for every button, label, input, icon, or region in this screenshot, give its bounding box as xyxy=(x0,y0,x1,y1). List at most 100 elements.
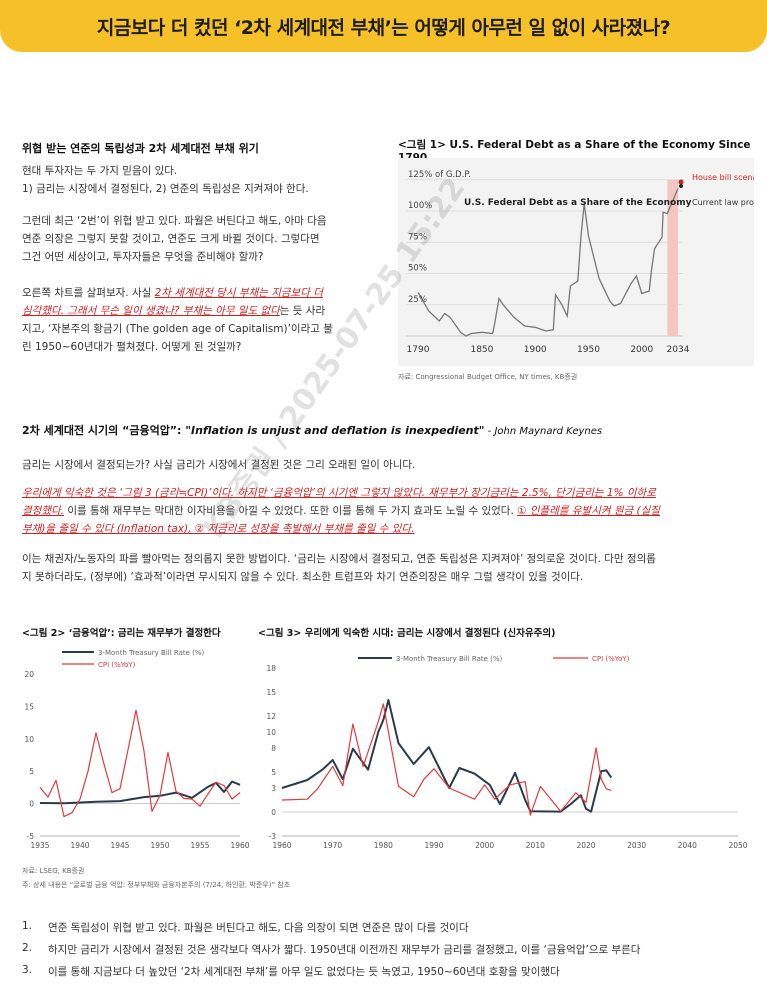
x-tick-label: 2030 xyxy=(627,841,646,850)
section2-title-text: 2차 세계대전 시기의 “금융억압”: xyxy=(22,424,186,437)
annotation-current-law: Current law projection xyxy=(692,198,754,207)
x-tick-label: 1935 xyxy=(30,841,49,850)
house-bill-marker xyxy=(678,179,684,185)
highlight-text: 심각했다. 그래서 무슨 일이 생겼나? 부채는 아무 일도 없다 xyxy=(22,305,280,317)
text-line: 결정했다. 이를 통해 재무부는 막대한 이자비용을 아낄 수 있었다. 또한 … xyxy=(22,502,747,520)
paragraph-financial-repression: 우리에게 익숙한 것은 ‘그림 3 (금리≒CPI)’이다. 하지만 ‘금융억압… xyxy=(22,484,747,538)
y-tick-label: -5 xyxy=(27,832,35,841)
list-item: 2. 하지만 금리가 시장에서 결정된 것은 생각보다 역사가 짧다. 1950년… xyxy=(22,942,742,964)
y-tick-label: 3 xyxy=(271,784,276,793)
title-banner: 지금보다 더 컸던 ‘2차 세계대전 부채’는 어떻게 아무런 일 없이 사라졌… xyxy=(0,0,767,52)
list-number: 2. xyxy=(22,942,33,954)
text-line: 이는 채권자/노동자의 파를 빨아먹는 정의롭지 못한 방법이다. ‘금리는 시… xyxy=(22,553,656,565)
list-item: 3. 이를 통해 지금보다 더 높았던 ‘2차 세계대전 부채’를 아무 일도 없… xyxy=(22,964,742,986)
text-span: 는 듯 사라 xyxy=(279,305,326,317)
paragraph-injustice: 이는 채권자/노동자의 파를 빨아먹는 정의롭지 못한 방법이다. ‘금리는 시… xyxy=(22,550,752,586)
current-law-marker xyxy=(679,184,683,188)
text-line: 그런데 최근 ‘2번’이 위협 받고 있다. 파월은 버틴다고 해도, 아마 다… xyxy=(22,215,327,227)
legend-tbill-label: 3-Month Treasury Bill Rate (%) xyxy=(396,655,503,663)
text-line: 린 1950~60년대가 펼쳐졌다. 어떻게 된 것일까? xyxy=(22,341,242,353)
section-title: 위협 받는 연준의 독립성과 2차 세계대전 부채 위기 xyxy=(22,142,259,155)
x-tick-label: 1960 xyxy=(272,841,291,850)
x-tick-label: 1900 xyxy=(524,345,547,355)
x-tick-label: 2034 xyxy=(667,345,690,355)
debt-series-line xyxy=(417,188,679,337)
y-tick-label: 100% xyxy=(408,201,432,211)
legend-cpi-label: CPI (%YoY) xyxy=(98,661,136,669)
annotation-house-bill: House bill scenarios xyxy=(692,173,754,182)
y-tick-label: 20 xyxy=(24,670,34,679)
summary-list: 1. 연준 독립성이 위협 받고 있다. 파월은 버틴다고 해도, 다음 의장이 … xyxy=(22,920,742,986)
text-span: 이를 통해 재무부는 막대한 이자비용을 아낄 수 있었다. 또한 이를 통해 … xyxy=(63,505,518,517)
text-line: 지고, ‘자본주의 황금기 (The golden age of Capital… xyxy=(22,323,333,335)
text-line: 연준 의장은 그렇지 못할 것이고, 연준도 크게 바뀔 것이다. 그렇다면 xyxy=(22,233,320,245)
tbill-series-line xyxy=(39,780,241,805)
y-tick-label: 12 xyxy=(266,712,276,721)
text-line: 현대 투자자는 두 가지 믿음이 있다. xyxy=(22,165,178,177)
paragraph-beliefs: 현대 투자자는 두 가지 믿음이 있다. 1) 금리는 시장에서 결정된다, 2… xyxy=(22,162,382,198)
x-tick-label: 2040 xyxy=(678,841,697,850)
cpi-series-line xyxy=(281,703,612,816)
text-line: 심각했다. 그래서 무슨 일이 생겼나? 부채는 아무 일도 없다는 듯 사라 xyxy=(22,302,382,320)
x-tick-label: 1945 xyxy=(110,841,129,850)
tbill-series-line xyxy=(281,699,613,813)
paragraph-chart-intro: 오른쪽 차트를 살펴보자. 사실 2차 세계대전 당시 부채는 지금보다 더 심… xyxy=(22,284,382,356)
y-tick-label: 15 xyxy=(266,688,276,697)
highlight-text: 부채)을 줄일 수 있다 (Inflation tax), ② 저금리로 성장을… xyxy=(22,523,415,535)
debt-chart: 25% 50% 75% 100% 125% of G.D.P. 1790 1850 1900 1… xyxy=(398,158,754,366)
x-tick-label: 1960 xyxy=(230,841,249,850)
x-tick-label: 1970 xyxy=(323,841,342,850)
projection-band xyxy=(667,179,678,336)
figure1-source: 자료: Congressional Budget Office, NY time… xyxy=(398,373,578,381)
text-line: 1) 금리는 시장에서 결정된다, 2) 연준의 독립성은 지켜져야 한다. xyxy=(22,183,309,195)
market-rate-chart: -3 0 3 5 8 10 12 15 18 1960 1970 1980 1990 2000 2010 20… xyxy=(266,655,747,850)
paragraph-market-rates: 금리는 시장에서 결정되는가? 사실 금리가 시장에서 결정된 것은 그리 오래… xyxy=(22,459,416,471)
x-tick-label: 1950 xyxy=(577,345,600,355)
list-text: 이를 통해 지금보다 더 높았던 ‘2차 세계대전 부채’를 아무 일도 없었다… xyxy=(48,966,560,978)
legend-tbill-label: 3-Month Treasury Bill Rate (%) xyxy=(98,649,205,657)
x-tick-label: 2000 xyxy=(475,841,494,850)
paragraph-threat: 그런데 최근 ‘2번’이 위협 받고 있다. 파월은 버틴다고 해도, 아마 다… xyxy=(22,212,382,266)
repression-rate-chart: -5 0 5 10 15 20 1935 1940 1945 1950 1955 1960 3-Mon… xyxy=(24,649,249,850)
list-item: 1. 연준 독립성이 위협 받고 있다. 파월은 버틴다고 해도, 다음 의장이 … xyxy=(22,920,742,942)
x-tick-label: 2010 xyxy=(526,841,545,850)
x-tick-label: 2020 xyxy=(576,841,595,850)
chart-background xyxy=(398,158,754,366)
figure2-title: <그림 2> ‘금융억압’: 금리는 재무부가 결정한다 xyxy=(22,628,221,639)
y-tick-label: 15 xyxy=(24,702,34,711)
list-number: 3. xyxy=(22,964,33,976)
x-tick-label: 1980 xyxy=(374,841,393,850)
y-tick-label: 25% xyxy=(408,295,427,305)
x-tick-label: 1940 xyxy=(70,841,89,850)
x-tick-label: 2050 xyxy=(728,841,747,850)
highlight-text: ① 인플레를 유발시켜 원금 (실질 xyxy=(517,505,660,517)
y-tick-label: -3 xyxy=(269,832,277,841)
y-tick-label: 10 xyxy=(266,728,276,737)
figure3-title: <그림 3> 우리에게 익숙한 시대: 금리는 시장에서 결정된다 (신자유주의… xyxy=(258,628,556,639)
y-tick-label: 125% of G.D.P. xyxy=(408,170,471,180)
list-text: 하지만 금리가 시장에서 결정된 것은 생각보다 역사가 짧다. 1950년대 … xyxy=(48,944,641,956)
x-tick-label: 1990 xyxy=(424,841,443,850)
list-text: 연준 독립성이 위협 받고 있다. 파월은 버틴다고 해도, 다음 의장이 되면… xyxy=(48,922,469,934)
text-span: 오른쪽 차트를 살펴보자. 사실 xyxy=(22,287,155,299)
cpi-series-line xyxy=(39,709,241,818)
y-tick-label: 0 xyxy=(271,808,276,817)
page-title: 지금보다 더 컸던 ‘2차 세계대전 부채’는 어떻게 아무런 일 없이 사라졌… xyxy=(96,16,671,39)
x-tick-label: 2000 xyxy=(630,345,653,355)
bottom-note: 주: 상세 내용은 “글로벌 금융 억압: 정부부채와 금융자본주의 (7/24… xyxy=(22,881,291,889)
quote-author: - John Maynard Keynes xyxy=(484,426,603,437)
y-tick-label: 10 xyxy=(24,735,34,744)
highlight-text: 2차 세계대전 당시 부채는 지금보다 더 xyxy=(154,287,323,299)
y-tick-label: 50% xyxy=(408,264,427,274)
section2-title: 2차 세계대전 시기의 “금융억압”: "Inflation is unjust… xyxy=(22,422,602,438)
x-tick-label: 1950 xyxy=(150,841,169,850)
y-tick-label: 0 xyxy=(29,800,34,809)
text-line: 오른쪽 차트를 살펴보자. 사실 2차 세계대전 당시 부채는 지금보다 더 xyxy=(22,284,382,302)
list-number: 1. xyxy=(22,920,33,932)
text-line: 지 못하더라도, (정부에) ‘효과적’이라면 무시되지 않을 수 있다. 최소… xyxy=(22,571,584,583)
chart-inner-title: U.S. Federal Debt as a Share of the Econ… xyxy=(464,198,692,208)
x-tick-label: 1850 xyxy=(470,345,493,355)
legend-cpi-label: CPI (%YoY) xyxy=(592,655,630,663)
highlight-text: 우리에게 익숙한 것은 ‘그림 3 (금리≒CPI)’이다. 하지만 ‘금융억압… xyxy=(22,487,656,499)
x-tick-label: 1790 xyxy=(407,345,430,355)
